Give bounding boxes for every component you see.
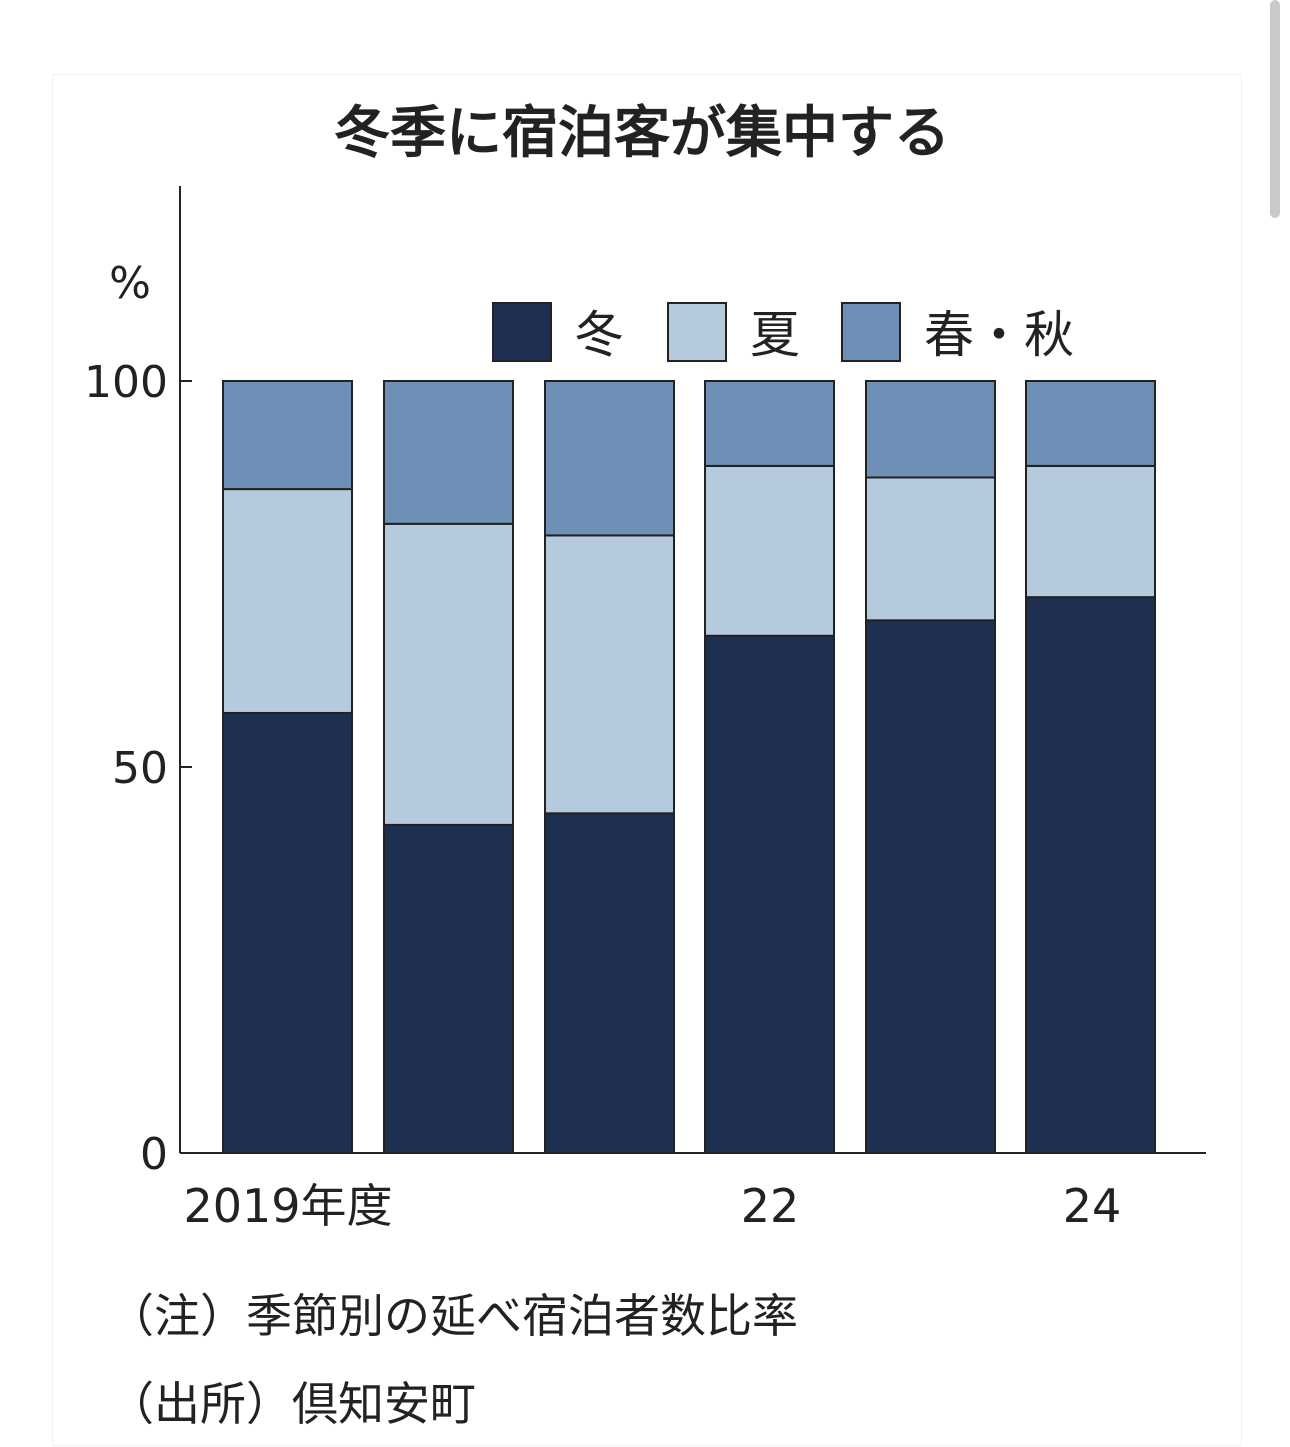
bar-group-2021 [544,380,675,1154]
bar-segment-2024-s2 [1025,380,1156,467]
chart-source: （出所）倶知安町 [108,1377,476,1431]
bar-segment-2020-s2 [383,380,514,525]
bar-segment-2023-s2 [865,380,996,479]
bar-segment-2020-s0 [383,823,514,1155]
bar-segment-2021-s1 [544,534,675,815]
bar-segment-2022-s2 [704,380,835,467]
axes: 0 50 100 2019年度 22 24 [84,186,1206,1233]
legend-label-1: 夏 [750,306,800,364]
legend-item-2: 春・秋 [841,302,1074,364]
bar-segment-2024-s0 [1025,596,1156,1154]
x-tick-label-2019: 2019年度 [183,1179,392,1233]
y-tick-label-100: 100 [84,357,168,408]
bars [222,380,1156,1155]
legend: 冬 夏 春・秋 [492,302,1074,364]
legend-label-2: 春・秋 [924,306,1074,364]
bar-segment-2020-s1 [383,522,514,826]
bar-group-2023 [865,380,996,1154]
bar-group-2020 [383,380,514,1155]
y-axis-unit: % [109,258,151,309]
y-tick-label-50: 50 [112,743,168,794]
bar-group-2022 [704,380,835,1154]
bar-segment-2023-s1 [865,476,996,622]
bar-segment-2019-s2 [222,380,353,491]
bar-segment-2019-s1 [222,488,353,714]
stacked-bar-chart: 冬季に宿泊客が集中する % 冬 夏 春・秋 0 50 100 2019年度 22 24 [84,101,1206,1233]
legend-item-1: 夏 [667,302,800,364]
legend-label-0: 冬 [574,306,624,364]
x-tick-label-2024: 24 [1063,1179,1122,1233]
scrollbar-thumb[interactable] [1270,0,1280,218]
legend-swatch-1 [667,302,727,362]
legend-swatch-2 [841,302,901,362]
legend-swatch-0 [492,302,552,362]
bar-segment-2024-s1 [1025,464,1156,599]
bar-group-2019 [222,380,353,1155]
x-tick-label-2022: 22 [741,1179,800,1233]
bar-segment-2023-s0 [865,619,996,1154]
legend-item-0: 冬 [492,302,624,364]
bar-segment-2022-s0 [704,634,835,1154]
bar-segment-2019-s0 [222,711,353,1155]
bar-segment-2021-s2 [544,380,675,537]
bar-segment-2022-s1 [704,464,835,637]
bar-segment-2021-s0 [544,812,675,1154]
bar-group-2024 [1025,380,1156,1154]
chart-title: 冬季に宿泊客が集中する [334,101,950,166]
chart-note: （注）季節別の延べ宿泊者数比率 [108,1289,798,1343]
y-tick-label-0: 0 [140,1129,168,1180]
